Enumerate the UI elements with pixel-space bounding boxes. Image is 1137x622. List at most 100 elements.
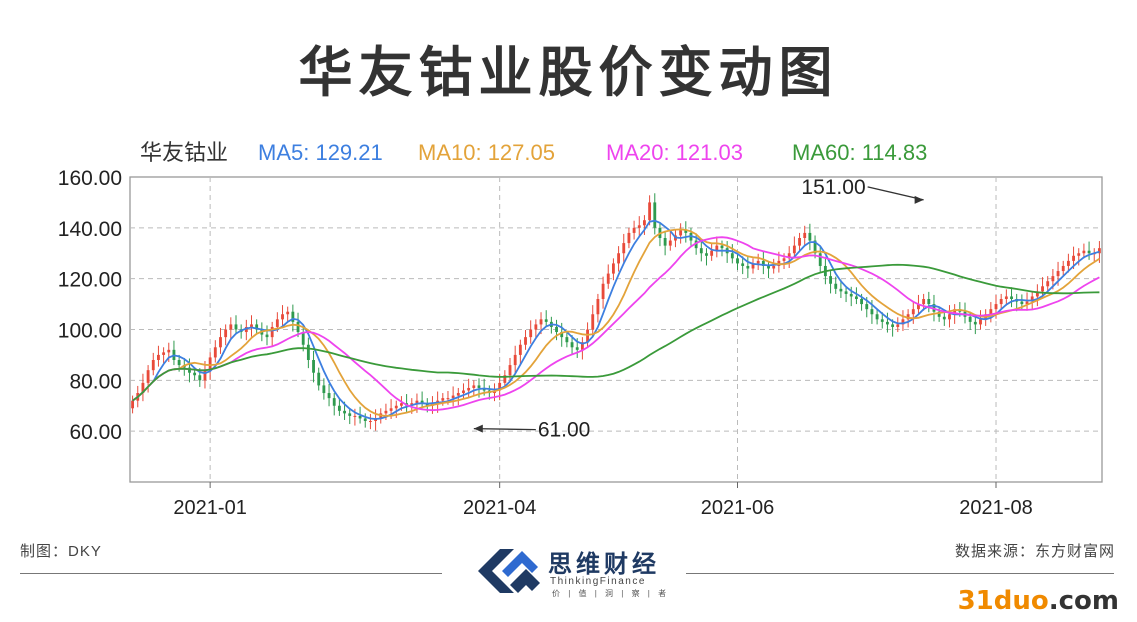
candle-body (818, 253, 822, 266)
footer-source: 数据来源：东方财富网 (954, 543, 1115, 560)
candle-body (306, 344, 310, 360)
moving-average-lines (132, 219, 1100, 420)
candle-body (891, 324, 895, 327)
candlesticks (131, 193, 1101, 431)
candle-body (705, 253, 708, 256)
candle-body (508, 365, 512, 376)
candle-body (343, 410, 346, 414)
candle-body (363, 418, 367, 421)
candle-body (772, 265, 776, 269)
price-annotations: 151.00 61.00 (473, 176, 924, 442)
annotation-arrow (867, 186, 924, 201)
candle-body (208, 357, 212, 371)
y-tick-label: 60.00 (69, 421, 122, 444)
candle-body (834, 283, 838, 289)
site-watermark-domain: .com (1048, 586, 1119, 616)
candle-body (611, 263, 615, 274)
candle-body (1097, 248, 1101, 254)
candle-body (275, 319, 279, 327)
candle-body (617, 253, 621, 264)
candle-body (699, 248, 703, 254)
y-tick-label: 100.00 (58, 320, 122, 343)
candle-body (648, 202, 652, 221)
candle-body (518, 344, 522, 355)
candle-body (1030, 296, 1034, 302)
candle-body (1035, 291, 1039, 297)
y-tick-label: 80.00 (69, 370, 122, 393)
candle-body (337, 405, 341, 411)
candle-body (1020, 301, 1024, 305)
brand-logo-icon (478, 549, 540, 593)
candle-body (441, 398, 445, 401)
candle-body (244, 326, 248, 333)
candle-body (736, 258, 739, 264)
candle-body (348, 413, 352, 416)
x-tick-label: 2021-08 (959, 497, 1032, 519)
candle-body (353, 415, 357, 417)
candle-body (643, 220, 646, 226)
candle-body (193, 372, 197, 376)
candle-body (606, 273, 610, 284)
candle-body (684, 230, 688, 233)
candle-body (596, 299, 600, 315)
candle-body (317, 372, 321, 386)
candle-body (203, 370, 207, 381)
candle-body (803, 232, 807, 238)
y-axis-ticks: 60.00 80.00 100.00 120.00 140.00 160.00 (58, 167, 122, 444)
candle-body (994, 304, 998, 310)
candle-body (270, 326, 274, 338)
candle-body (917, 304, 920, 310)
annotation-arrow (473, 427, 536, 431)
candle-body (751, 263, 755, 269)
candle-body (999, 299, 1003, 305)
candle-body (575, 347, 579, 350)
candle-body (663, 238, 667, 246)
candle-body (767, 265, 770, 269)
candle-body (741, 263, 745, 266)
y-tick-label: 140.00 (58, 218, 122, 241)
candle-body (322, 385, 326, 394)
candle-body (224, 329, 228, 338)
candle-body (901, 319, 905, 325)
candle-body (854, 296, 858, 299)
candle-body (622, 243, 626, 254)
ma-line-ma5 (132, 219, 1100, 420)
candle-body (761, 260, 765, 266)
candle-body (498, 382, 502, 391)
ma-line-ma60 (132, 263, 1100, 402)
candle-body (756, 260, 760, 264)
legend-ma5: MA5: 129.21 (258, 140, 383, 165)
candle-body (265, 334, 269, 338)
candle-body (906, 314, 910, 320)
brand-logo-name: 思维财经 (548, 550, 660, 578)
candle-body (1004, 296, 1008, 299)
candle-body (813, 240, 817, 254)
candle-body (1010, 296, 1013, 299)
candle-body (157, 354, 160, 360)
ma-line-ma10 (132, 228, 1100, 417)
candle-body (529, 329, 533, 338)
candle-body (151, 360, 155, 371)
candle-body (979, 319, 982, 325)
candle-body (286, 311, 290, 315)
y-tick-label: 120.00 (58, 269, 122, 292)
candle-body (131, 400, 135, 409)
y-tick-label: 160.00 (58, 167, 122, 190)
site-watermark: 31duo.com (958, 586, 1119, 616)
candle-body (1082, 250, 1086, 254)
candle-body (844, 291, 848, 294)
candle-body (849, 293, 853, 297)
candle-body (880, 319, 884, 322)
candle-body (968, 316, 972, 322)
annotation-label: 61.00 (538, 419, 591, 442)
candle-body (860, 299, 864, 305)
candle-body (368, 421, 372, 422)
candle-body (715, 245, 719, 251)
annotation-arrowhead (473, 424, 483, 433)
candle-body (973, 321, 977, 325)
brand-logo: 思维财经 ThinkingFinance 价 | 值 | 洞 | 察 | 者 (470, 540, 680, 602)
brand-logo-slogan: 价 | 值 | 洞 | 察 | 者 (552, 589, 670, 598)
candle-body (720, 245, 724, 249)
candle-body (730, 253, 734, 259)
candle-body (870, 309, 874, 315)
